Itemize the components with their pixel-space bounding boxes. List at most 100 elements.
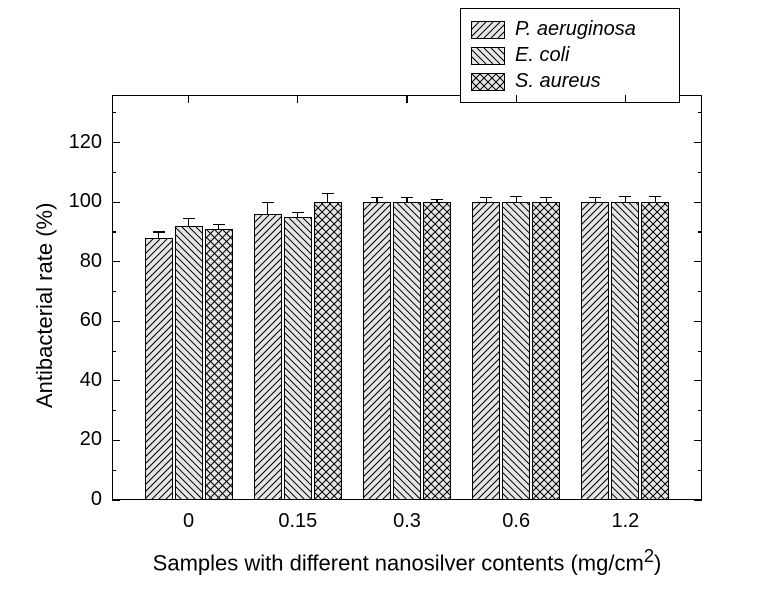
error-bar-stem xyxy=(376,198,377,202)
error-bar-cap xyxy=(619,196,631,197)
legend-item: P. aeruginosa xyxy=(471,18,669,41)
y-minor-tick xyxy=(112,172,116,173)
y-minor-tick xyxy=(112,291,116,292)
y-tick-label: 60 xyxy=(52,309,102,332)
error-bar-stem xyxy=(486,198,487,202)
bar xyxy=(175,226,203,500)
x-tick-label: 0.15 xyxy=(268,510,328,533)
y-tick-mark xyxy=(112,440,120,441)
error-bar-cap xyxy=(322,193,334,194)
y-minor-tick xyxy=(698,112,702,113)
x-axis-label: Samples with different nanosilver conten… xyxy=(112,545,702,576)
y-tick-label: 40 xyxy=(52,369,102,392)
error-bar-cap xyxy=(431,199,443,200)
bar xyxy=(254,214,282,500)
bar xyxy=(393,202,421,500)
y-tick-label: 0 xyxy=(52,488,102,511)
y-tick-mark xyxy=(112,142,120,143)
error-bar-stem xyxy=(546,198,547,202)
error-bar-cap xyxy=(540,197,552,198)
x-tick-mark xyxy=(516,95,517,103)
error-bar-cap xyxy=(183,218,195,219)
y-tick-mark xyxy=(112,261,120,262)
y-minor-tick xyxy=(698,291,702,292)
legend-item: S. aureus xyxy=(471,70,669,93)
bar xyxy=(314,202,342,500)
y-minor-tick xyxy=(112,470,116,471)
error-bar-stem xyxy=(516,196,517,202)
bar xyxy=(363,202,391,500)
error-bar-stem xyxy=(158,232,159,238)
x-tick-mark xyxy=(406,95,407,103)
x-tick-label: 0 xyxy=(159,510,219,533)
x-tick-mark xyxy=(188,95,189,103)
error-bar-cap xyxy=(401,197,413,198)
error-bar-cap xyxy=(371,197,383,198)
error-bar-stem xyxy=(218,225,219,229)
legend-swatch xyxy=(471,73,505,91)
error-bar-stem xyxy=(297,213,298,217)
legend-label: P. aeruginosa xyxy=(515,18,636,41)
x-tick-label: 1.2 xyxy=(595,510,655,533)
error-bar-cap xyxy=(589,197,601,198)
y-tick-mark xyxy=(694,261,702,262)
error-bar-cap xyxy=(292,212,304,213)
error-bar-stem xyxy=(655,196,656,202)
bar xyxy=(641,202,669,500)
legend-item: E. coli xyxy=(471,44,669,67)
x-tick-mark xyxy=(297,95,298,103)
y-tick-label: 20 xyxy=(52,428,102,451)
y-tick-label: 80 xyxy=(52,250,102,273)
bar xyxy=(502,202,530,500)
y-tick-mark xyxy=(112,380,120,381)
bar xyxy=(581,202,609,500)
bar xyxy=(611,202,639,500)
y-tick-mark xyxy=(112,202,120,203)
error-bar-stem xyxy=(406,198,407,202)
error-bar-cap xyxy=(213,224,225,225)
x-tick-mark xyxy=(625,95,626,103)
y-tick-mark xyxy=(694,142,702,143)
y-tick-mark xyxy=(694,499,702,500)
error-bar-stem xyxy=(625,196,626,202)
error-bar-cap xyxy=(262,202,274,203)
y-minor-tick xyxy=(698,470,702,471)
error-bar-stem xyxy=(267,202,268,214)
legend-swatch xyxy=(471,21,505,39)
chart-legend: P. aeruginosa E. coli S. aureus xyxy=(460,8,680,103)
bar xyxy=(472,202,500,500)
error-bar-cap xyxy=(153,231,165,232)
y-minor-tick xyxy=(698,172,702,173)
y-tick-mark xyxy=(694,202,702,203)
bar xyxy=(423,202,451,500)
y-tick-label: 100 xyxy=(52,190,102,213)
error-bar-cap xyxy=(649,196,661,197)
y-minor-tick xyxy=(112,351,116,352)
y-minor-tick xyxy=(698,231,702,232)
y-tick-mark xyxy=(112,321,120,322)
legend-label: S. aureus xyxy=(515,70,601,93)
bar xyxy=(205,229,233,500)
antibacterial-bar-chart: Antibacterial rate (%) Samples with diff… xyxy=(0,0,760,593)
error-bar-stem xyxy=(595,198,596,202)
y-minor-tick xyxy=(112,410,116,411)
bar xyxy=(145,238,173,500)
y-tick-mark xyxy=(112,499,120,500)
y-minor-tick xyxy=(698,410,702,411)
y-minor-tick xyxy=(112,231,116,232)
y-tick-label: 120 xyxy=(52,131,102,154)
y-tick-mark xyxy=(694,380,702,381)
error-bar-cap xyxy=(480,197,492,198)
bar xyxy=(532,202,560,500)
error-bar-stem xyxy=(327,193,328,202)
y-minor-tick xyxy=(112,112,116,113)
legend-label: E. coli xyxy=(515,44,569,67)
y-tick-mark xyxy=(694,440,702,441)
y-tick-mark xyxy=(694,321,702,322)
bar xyxy=(284,217,312,500)
error-bar-cap xyxy=(510,196,522,197)
y-minor-tick xyxy=(698,351,702,352)
x-tick-label: 0.3 xyxy=(377,510,437,533)
x-tick-label: 0.6 xyxy=(486,510,546,533)
error-bar-stem xyxy=(188,219,189,226)
